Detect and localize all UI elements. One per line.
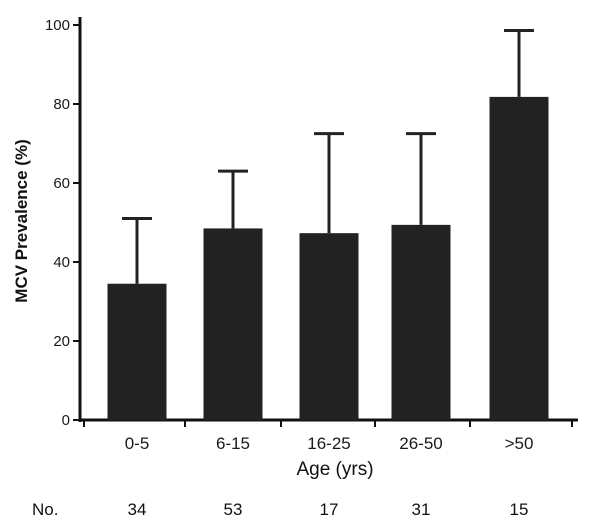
bar — [107, 283, 167, 420]
bar — [299, 233, 359, 420]
y-axis-label: MCV Prevalence (%) — [12, 139, 31, 302]
y-axis: 0 20 40 60 80 100 — [45, 17, 82, 429]
y-tick-label: 0 — [62, 412, 70, 429]
bar — [489, 96, 549, 420]
sample-count: 34 — [128, 500, 147, 519]
x-axis — [79, 418, 578, 427]
x-tick-label: 26-50 — [399, 434, 442, 453]
sample-count: 53 — [224, 500, 243, 519]
y-tick-label: 100 — [45, 17, 70, 34]
bar — [203, 228, 263, 420]
y-tick-label: 80 — [53, 96, 70, 113]
y-tick-label: 20 — [53, 333, 70, 350]
x-axis-label: Age (yrs) — [296, 459, 373, 480]
bars — [107, 96, 549, 420]
error-bars — [122, 29, 534, 284]
y-tick-label: 60 — [53, 175, 70, 192]
x-tick-label: 16-25 — [307, 434, 350, 453]
bar — [391, 224, 451, 420]
sample-count: 15 — [510, 500, 529, 519]
x-tick-label: >50 — [505, 434, 534, 453]
x-tick-label: 6-15 — [216, 434, 250, 453]
sample-count: 31 — [412, 500, 431, 519]
sample-counts-row: 34 53 17 31 15 — [128, 500, 529, 519]
y-tick-label: 40 — [53, 254, 70, 271]
x-tick-labels: 0-5 6-15 16-25 26-50 >50 — [125, 434, 534, 453]
counts-row-label: No. — [32, 500, 58, 519]
x-tick-label: 0-5 — [125, 434, 150, 453]
sample-count: 17 — [320, 500, 339, 519]
